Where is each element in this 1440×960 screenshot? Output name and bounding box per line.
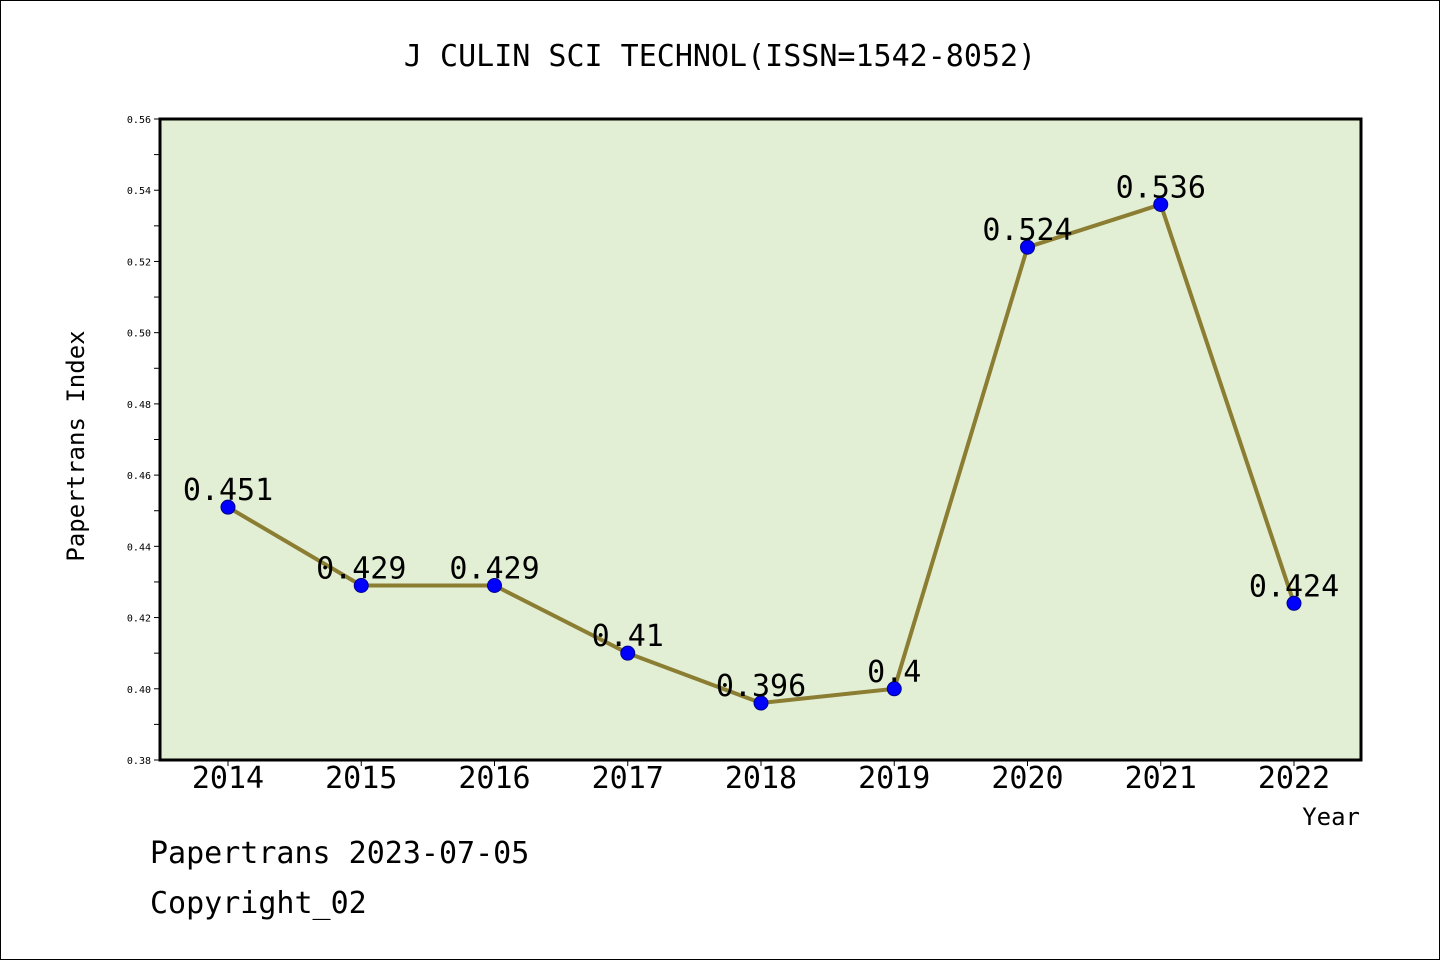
data-label: 0.429 (316, 552, 406, 587)
footer-copyright-text: Copyright_02 (150, 886, 367, 921)
y-tick-label: 0.40 (127, 685, 151, 696)
x-axis-label: Year (1302, 803, 1360, 831)
plot-area (158, 117, 1363, 762)
data-label: 0.451 (183, 473, 273, 508)
x-tick-label: 2016 (458, 761, 530, 796)
x-axis: 2014 2015 2016 2017 2018 2019 2020 2021 2022 (192, 760, 1330, 796)
chart-title: J CULIN SCI TECHNOL(ISSN=1542-8052) (404, 39, 1036, 74)
data-point (620, 645, 636, 661)
series-line-group: 0.451 0.429 0.429 0.41 0.396 0.4 0.524 0.536 0.4… (183, 170, 1339, 711)
y-tick-label: 0.56 (127, 115, 151, 126)
x-tick-label: 2015 (325, 761, 397, 796)
data-label: 0.429 (449, 552, 539, 587)
data-label: 0.524 (982, 213, 1072, 248)
x-tick-label: 2014 (192, 761, 264, 796)
data-point (1020, 239, 1035, 255)
x-tick-label: 2022 (1258, 761, 1330, 796)
y-tick-label: 0.46 (127, 471, 151, 482)
y-tick-label: 0.52 (127, 257, 151, 268)
data-point (487, 578, 502, 594)
y-tick-label: 0.54 (127, 186, 151, 197)
data-label: 0.4 (867, 655, 921, 690)
x-tick-label: 2018 (725, 761, 797, 796)
y-axis-label: Papertrans Index (62, 330, 90, 561)
x-tick-label: 2019 (858, 761, 930, 796)
y-tick-label: 0.50 (127, 329, 151, 340)
data-point (220, 499, 236, 515)
data-label: 0.536 (1116, 170, 1206, 205)
data-point (353, 578, 369, 594)
y-tick-label: 0.42 (127, 614, 151, 625)
y-tick-label: 0.38 (127, 756, 151, 767)
y-tick-label: 0.48 (127, 400, 151, 411)
x-tick-label: 2017 (592, 761, 664, 796)
data-label: 0.396 (716, 669, 806, 704)
data-label: 0.41 (592, 619, 664, 654)
data-label: 0.424 (1249, 569, 1339, 604)
data-point (1153, 196, 1169, 212)
y-axis: 0.38 0.40 0.42 0.44 0.46 0.48 0.50 0.52 0.54 0.56 (127, 115, 160, 767)
y-tick-label: 0.44 (127, 542, 151, 553)
footer-date-text: Papertrans 2023-07-05 (150, 836, 530, 871)
data-point (753, 695, 769, 711)
data-point (1286, 595, 1302, 611)
x-tick-label: 2021 (1125, 761, 1197, 796)
data-point (886, 681, 902, 697)
x-tick-label: 2020 (991, 761, 1063, 796)
